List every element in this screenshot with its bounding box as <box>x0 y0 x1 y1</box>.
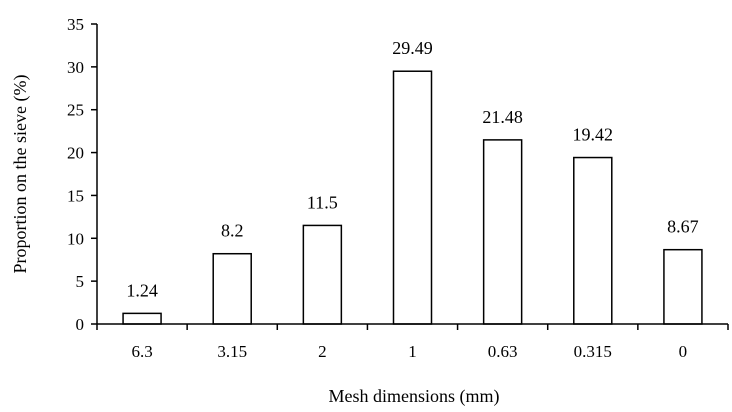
y-tick-label: 25 <box>67 101 84 120</box>
x-tick-label: 0.315 <box>574 342 612 361</box>
data-label-1: 29.49 <box>392 38 433 58</box>
data-label-2: 11.5 <box>307 192 338 212</box>
bar-0.63 <box>482 139 523 325</box>
y-tick-label: 10 <box>67 229 84 248</box>
bars-group <box>122 70 703 325</box>
data-label-0: 8.67 <box>667 217 699 237</box>
bar-6.3 <box>122 312 162 325</box>
value-labels-group: 1.24 8.2 11.5 29.49 21.48 19.42 8.67 <box>126 38 698 300</box>
bar-3.15 <box>212 252 252 325</box>
y-tick-label: 30 <box>67 58 84 77</box>
x-tick-label: 2 <box>318 342 327 361</box>
x-tick-label: 6.3 <box>131 342 152 361</box>
y-tick-label: 20 <box>67 144 84 163</box>
data-label-6.3: 1.24 <box>126 280 158 300</box>
y-tick-label: 15 <box>67 186 84 205</box>
y-axis-title: Proportion on the sieve (%) <box>10 75 31 274</box>
bar-0 <box>663 248 703 325</box>
data-label-0.63: 21.48 <box>482 107 523 127</box>
data-label-3.15: 8.2 <box>221 221 244 241</box>
x-tick-label: 0.63 <box>488 342 518 361</box>
data-label-0.315: 19.42 <box>573 125 614 145</box>
y-tick-label: 5 <box>76 272 85 291</box>
x-tick-label: 1 <box>408 342 417 361</box>
bar-0.315 <box>573 156 613 325</box>
bar-2 <box>302 224 343 325</box>
x-tick-label: 0 <box>679 342 688 361</box>
y-tick-label: 35 <box>67 15 84 34</box>
x-tick-label: 3.15 <box>217 342 247 361</box>
axes-group: 0 5 10 15 20 25 30 35 6.3 3.15 2 1 0.63 0.315 0 <box>67 15 729 361</box>
y-tick-label: 0 <box>76 315 85 334</box>
x-axis-title: Mesh dimensions (mm) <box>329 386 500 407</box>
bar-1 <box>392 70 433 325</box>
